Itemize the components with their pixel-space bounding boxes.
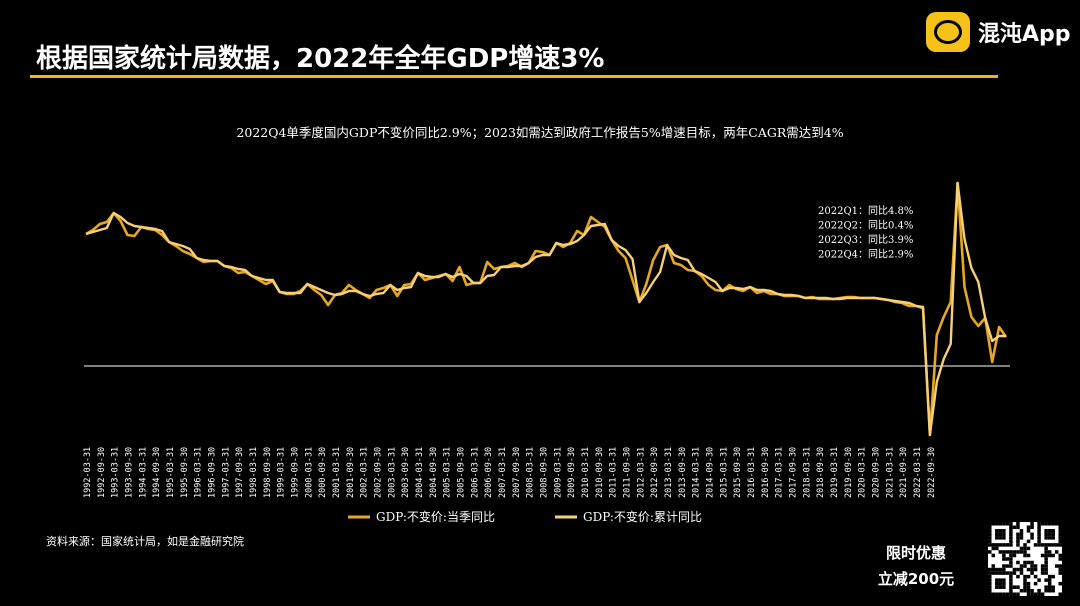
- promo-badge[interactable]: 限时优惠 立减200元: [858, 540, 974, 592]
- chart-title: 2022Q4单季度国内GDP不变价同比2.9%；2023如需达到政府工作报告5%…: [236, 125, 844, 140]
- x-tick-label: 2001-03-31: [332, 447, 342, 498]
- x-tick-label: 2003-09-30: [401, 447, 411, 498]
- x-tick-label: 1996-09-30: [208, 447, 218, 498]
- x-tick-label: 2009-09-30: [567, 447, 577, 498]
- x-tick-label: 2004-03-31: [415, 447, 425, 498]
- x-tick-label: 1992-09-30: [97, 447, 107, 498]
- x-tick-label: 2017-03-31: [775, 447, 785, 498]
- x-tick-label: 2002-03-31: [360, 447, 370, 498]
- x-tick-label: 2014-09-30: [706, 447, 716, 498]
- x-tick-label: 2016-03-31: [747, 447, 757, 498]
- x-tick-label: 2000-03-31: [304, 447, 314, 498]
- x-tick-label: 1996-03-31: [194, 447, 204, 498]
- x-tick-label: 2007-03-31: [498, 447, 508, 498]
- x-tick-label: 2008-09-30: [540, 447, 550, 498]
- x-tick-label: 2010-03-31: [581, 447, 591, 498]
- chat-bubble-icon: [926, 12, 970, 52]
- x-tick-label: 2015-03-31: [719, 447, 729, 498]
- x-tick-label: 1994-09-30: [152, 447, 162, 498]
- x-tick-label: 2020-09-30: [872, 447, 882, 498]
- x-tick-label: 2012-03-31: [636, 447, 646, 498]
- x-tick-label: 2008-03-31: [526, 447, 536, 498]
- x-tick-label: 1999-03-31: [277, 447, 287, 498]
- x-tick-label: 2021-09-30: [899, 447, 909, 498]
- annotation-1: 2022Q1：同比4.8%: [818, 205, 913, 217]
- x-tick-label: 1994-03-31: [138, 447, 148, 498]
- x-tick-label: 1998-09-30: [263, 447, 273, 498]
- x-tick-label: 2020-03-31: [858, 447, 868, 498]
- x-tick-label: 2017-09-30: [789, 447, 799, 498]
- promo-line-2: 立减200元: [877, 570, 955, 588]
- x-tick-label: 2000-09-30: [318, 447, 328, 498]
- annotation-2: 2022Q2：同比0.4%: [818, 220, 913, 232]
- x-tick-label: 1997-09-30: [235, 447, 245, 498]
- x-tick-label: 2019-03-31: [830, 447, 840, 498]
- x-tick-label: 2018-09-30: [816, 447, 826, 498]
- x-tick-label: 2022-09-30: [927, 447, 937, 498]
- x-tick-label: 2007-09-30: [512, 447, 522, 498]
- title-underline: [30, 75, 998, 78]
- x-tick-label: 1999-09-30: [291, 447, 301, 498]
- x-tick-label: 2015-09-30: [733, 447, 743, 498]
- x-tick-label: 2005-03-31: [443, 447, 453, 498]
- legend-label-2: GDP:不变价:累计同比: [583, 509, 702, 524]
- page-title: 根据国家统计局数据，2022年全年GDP增速3%: [36, 44, 605, 74]
- x-tick-label: 1995-03-31: [166, 447, 176, 498]
- x-tick-label: 2018-03-31: [802, 447, 812, 498]
- x-tick-label: 2006-03-31: [470, 447, 480, 498]
- promo-line-1: 限时优惠: [885, 544, 946, 562]
- brand-name: 混沌App: [978, 22, 1071, 47]
- qr-code-icon[interactable]: [988, 522, 1062, 596]
- x-tick-label: 2010-09-30: [595, 447, 605, 498]
- x-tick-label: 1992-03-31: [83, 447, 93, 498]
- source-note: 资料来源：国家统计局，如是金融研究院: [46, 535, 244, 548]
- annotation-4: 2022Q4：同比2.9%: [818, 249, 913, 261]
- x-tick-label: 2004-09-30: [429, 447, 439, 498]
- x-tick-label: 1993-09-30: [125, 447, 135, 498]
- x-tick-label: 1993-03-31: [111, 447, 121, 498]
- x-tick-label: 2022-03-31: [913, 447, 923, 498]
- x-tick-label: 2009-03-31: [553, 447, 563, 498]
- legend-label-1: GDP:不变价:当季同比: [376, 509, 495, 524]
- x-tick-label: 2006-09-30: [484, 447, 494, 498]
- x-tick-label: 2014-03-31: [692, 447, 702, 498]
- x-tick-label: 2011-09-30: [623, 447, 633, 498]
- brand[interactable]: 混沌App: [926, 12, 1071, 52]
- x-tick-label: 2013-09-30: [678, 447, 688, 498]
- x-tick-label: 2019-09-30: [844, 447, 854, 498]
- x-tick-label: 2005-09-30: [457, 447, 467, 498]
- annotation-3: 2022Q3：同比3.9%: [818, 234, 913, 246]
- x-tick-label: 2012-09-30: [650, 447, 660, 498]
- x-tick-label: 1997-03-31: [221, 447, 231, 498]
- x-tick-label: 2011-03-31: [609, 447, 619, 498]
- x-tick-label: 2003-03-31: [387, 447, 397, 498]
- x-tick-label: 1998-03-31: [249, 447, 259, 498]
- x-tick-label: 2021-03-31: [885, 447, 895, 498]
- series-line-cumulative: [85, 181, 1006, 437]
- x-tick-label: 2002-09-30: [374, 447, 384, 498]
- x-tick-label: 2001-09-30: [346, 447, 356, 498]
- x-tick-label: 1995-09-30: [180, 447, 190, 498]
- x-tick-label: 2016-09-30: [761, 447, 771, 498]
- x-tick-label: 2013-03-31: [664, 447, 674, 498]
